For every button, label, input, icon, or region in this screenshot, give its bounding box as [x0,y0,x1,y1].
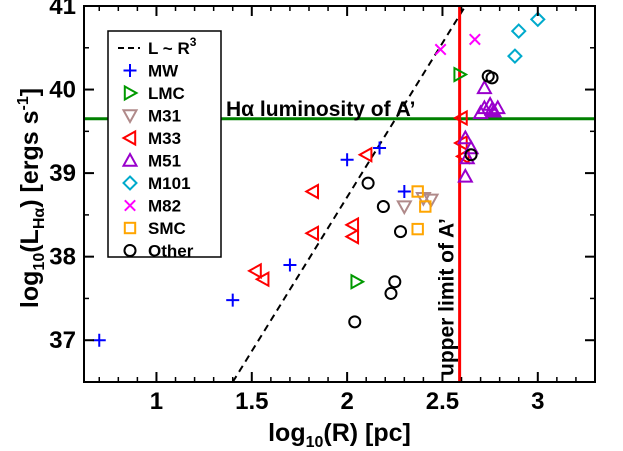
point-m31-0 [396,200,413,216]
series-lmc [350,66,469,290]
legend-marker-m33 [121,129,137,147]
legend-marker-lmc [123,84,139,102]
point-m33-4 [344,216,360,234]
legend-box [107,30,222,258]
x-tick-label: 2 [340,388,353,415]
point-other-8 [485,71,499,85]
series-m101 [507,11,546,65]
point-other-6 [464,148,478,162]
point-mw-5 [397,184,411,198]
series-m82 [434,33,481,56]
axes-layer: 1 1.5 2 2.5 3 37 38 39 40 41 log10(R) [pc] log10(LH… [15,0,596,451]
legend-marker-m82 [124,199,136,212]
legend-label-m33: M33 [148,129,181,148]
series-smc [411,185,432,236]
legend: L ~ R3 MW LMC M31 M33 M51 M101 M82 SMC Other [107,30,222,261]
y-tick-label: 40 [49,77,76,104]
x-tick-label: 3 [531,388,544,415]
point-smc-1 [411,222,424,236]
x-axis-title: log10(R) [pc] [268,419,411,451]
y-tick-label: 41 [49,0,76,20]
y-tick-label: 38 [49,244,76,271]
point-mw-4 [373,141,387,155]
legend-marker-m31 [121,109,139,125]
point-m33-6 [357,146,373,163]
point-m51-9 [485,102,503,118]
legend-marker-smc [123,221,137,235]
point-m101-0 [507,48,523,65]
point-m101-1 [510,23,527,39]
point-smc-2 [419,200,432,213]
point-other-4 [388,275,402,289]
point-lmc-0 [350,273,366,290]
legend-label-m82: M82 [148,197,181,216]
legend-label-smc: SMC [148,219,186,238]
legend-marker-mw [123,64,137,77]
point-m82-0 [434,43,447,56]
legend-marker-m101 [122,175,138,191]
series-other [348,69,499,329]
point-m33-5 [344,228,360,245]
point-m33-0 [247,262,262,280]
fit-line-r3 [231,6,467,382]
legend-label-m51: M51 [148,152,181,171]
point-mw-0 [92,333,106,347]
point-m82-1 [468,33,481,46]
point-other-2 [376,200,390,214]
legend-label-mw: MW [148,62,179,81]
point-other-0 [348,315,362,329]
legend-marker-m51 [121,151,139,167]
point-m33-2 [304,183,320,200]
point-m51-5 [476,79,493,95]
data-points-layer [92,11,546,347]
y-tick-label: 37 [49,327,76,354]
point-m51-10 [489,99,506,115]
legend-label-m101: M101 [148,174,191,193]
point-other-1 [361,176,375,190]
point-m33-3 [304,225,320,242]
point-m51-1 [457,167,474,183]
point-m33-7 [452,109,468,127]
x-tick-label: 1 [150,388,163,415]
point-lmc-1 [453,66,469,83]
point-m51-3 [462,139,480,155]
legend-label-m31: M31 [148,107,181,126]
y-axis-title: log10(LHα) [ergs s-1] [15,88,48,308]
point-m51-2 [459,149,476,165]
series-m33 [247,109,470,288]
legend-label-lmc: LMC [148,84,185,103]
legend-fit-label: L ~ R3 [148,35,197,58]
point-m51-0 [457,129,474,145]
point-mw-2 [283,258,297,272]
point-mw-3 [340,153,354,167]
x-tick-label: 2.5 [426,388,459,415]
point-other-3 [384,286,398,300]
point-m33-1 [254,271,270,288]
legend-label-other: Other [148,242,194,261]
point-other-5 [393,225,408,239]
legend-marker-other [123,243,137,258]
point-smc-0 [411,185,424,198]
point-m51-6 [476,99,493,115]
series-mw [92,141,411,347]
upper-limit-annotation: upper limit of A’ [436,218,459,376]
point-mw-1 [226,293,240,307]
y-tick-label: 39 [49,160,76,187]
plot-frame [83,5,596,383]
halpha-annotation: Hα luminosity of A’ [226,98,415,121]
point-m101-2 [529,11,546,28]
x-tick-label: 1.5 [235,388,268,415]
series-m51 [457,79,506,183]
